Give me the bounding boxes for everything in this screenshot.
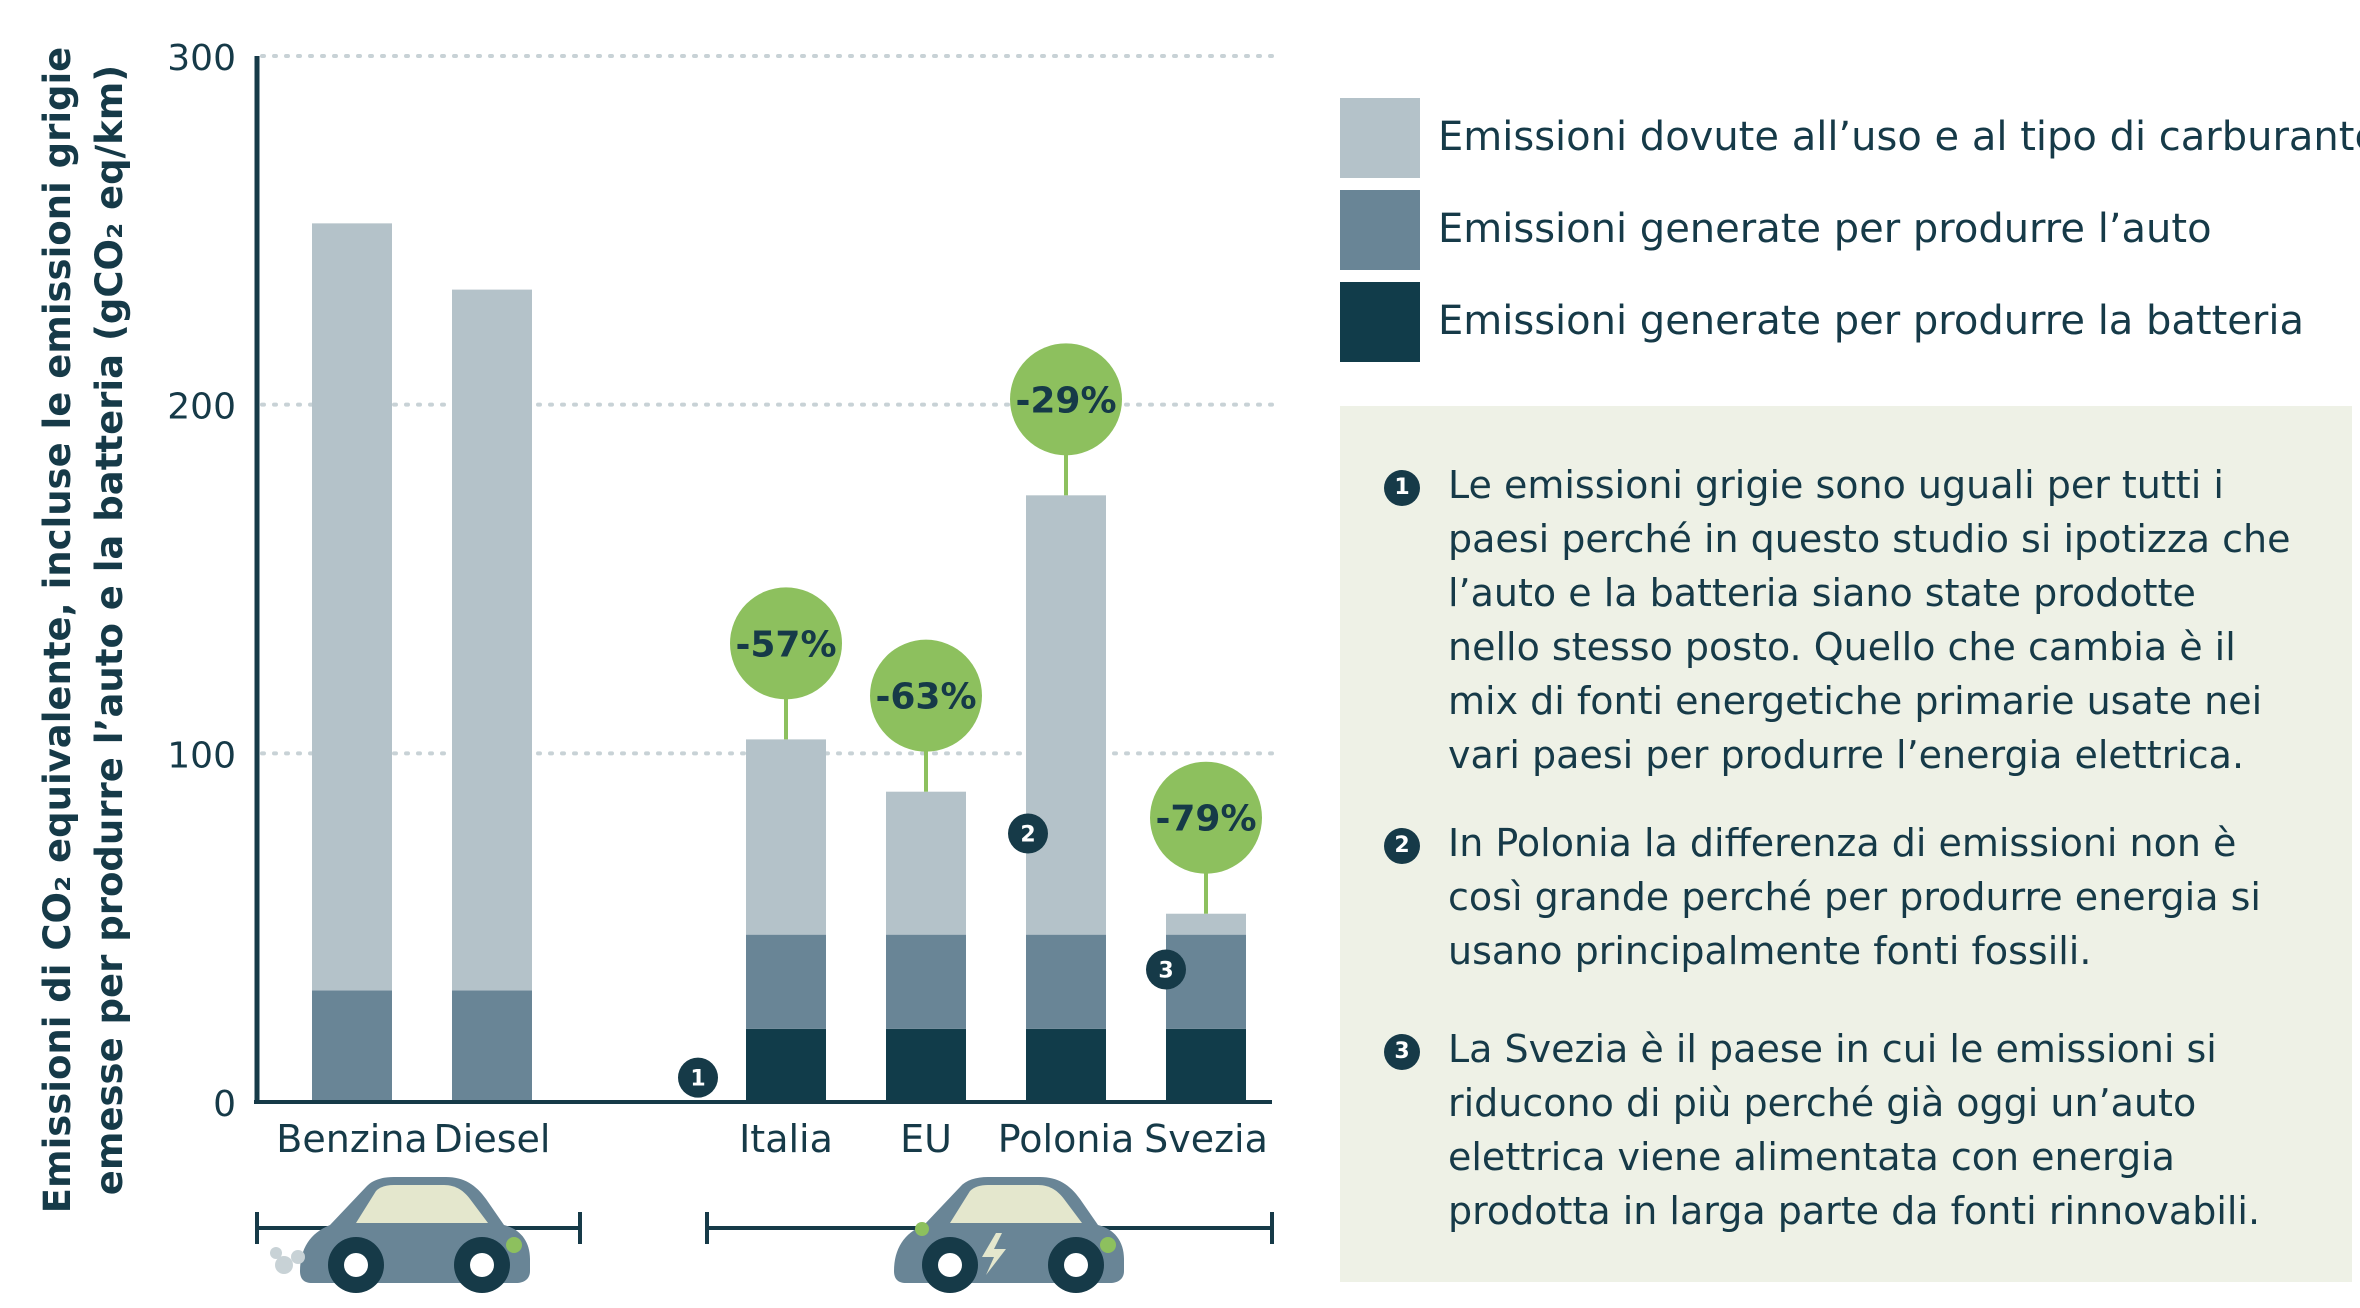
x-tick-labels: Benzina Diesel Italia EU Polonia Svezia bbox=[276, 1117, 1268, 1161]
bar-polonia-segment-0 bbox=[1026, 1028, 1106, 1102]
bar-italia-segment-2 bbox=[746, 739, 826, 935]
bar-diesel-segment-2 bbox=[452, 289, 532, 991]
badge-label: -63% bbox=[875, 677, 976, 718]
badge-label: -57% bbox=[735, 624, 836, 665]
marker-number: 1 bbox=[690, 1067, 705, 1092]
bar-svezia-segment-0 bbox=[1166, 1028, 1246, 1102]
marker-circle bbox=[1008, 813, 1048, 854]
x-tick-label-benzina: Benzina bbox=[276, 1117, 427, 1161]
y-axis-label: Emissioni di CO₂ equivalente, incluse le… bbox=[36, 47, 131, 1214]
marker-number: 2 bbox=[1020, 823, 1035, 848]
legend-label: Emissioni generate per produrre la batte… bbox=[1438, 298, 2304, 344]
y-tick-labels: 0 100 200 300 bbox=[167, 38, 236, 1125]
note-markers: 1 2 3 bbox=[678, 813, 1186, 1098]
combustion-car-icon bbox=[270, 1177, 530, 1293]
bars bbox=[312, 223, 1246, 1102]
reduction-badge-polonia: -29% bbox=[1010, 343, 1122, 496]
emissions-chart: 0 100 200 300 Benzina Diesel Italia EU Polonia S… bbox=[36, 38, 1274, 1293]
bar-svezia-segment-2 bbox=[1166, 913, 1246, 935]
x-tick-label-svezia: Svezia bbox=[1144, 1117, 1268, 1161]
legend-swatch bbox=[1340, 190, 1420, 270]
bar-benzina-segment-2 bbox=[312, 223, 392, 991]
badge-label: -79% bbox=[1155, 799, 1256, 840]
bar-eu-segment-1 bbox=[886, 934, 966, 1029]
badge-circle bbox=[730, 587, 842, 700]
reduction-badge-svezia: -79% bbox=[1150, 761, 1262, 914]
y-tick-label-300: 300 bbox=[167, 38, 236, 79]
y-axis-label-line-2: emesse per produrre l’auto e la batteria… bbox=[88, 65, 131, 1195]
reduction-badge-eu: -63% bbox=[870, 639, 982, 792]
x-tick-label-diesel: Diesel bbox=[434, 1117, 551, 1161]
note-marker-3: 3 bbox=[1146, 949, 1186, 990]
y-tick-label-0: 0 bbox=[213, 1084, 236, 1125]
notes-panel: 1 Le emissioni grigie sono uguali per tu… bbox=[1340, 406, 2352, 1282]
bar-italia-segment-0 bbox=[746, 1028, 826, 1102]
bar-benzina-segment-1 bbox=[312, 990, 392, 1102]
electric-car-icon bbox=[894, 1177, 1124, 1293]
y-tick-label-100: 100 bbox=[167, 735, 236, 776]
x-tick-label-polonia: Polonia bbox=[998, 1117, 1135, 1161]
note-text: Le emissioni grigie sono uguali per tutt… bbox=[1448, 463, 2291, 777]
reduction-badges: -57% -63% -29% -79% bbox=[730, 343, 1262, 914]
bar-polonia-segment-2 bbox=[1026, 495, 1106, 935]
badge-label: -29% bbox=[1015, 380, 1116, 421]
note-number-badge: 1 bbox=[1384, 470, 1420, 506]
legend-label: Emissioni dovute all’uso e al tipo di ca… bbox=[1438, 114, 2360, 160]
legend-label: Emissioni generate per produrre l’auto bbox=[1438, 206, 2212, 252]
marker-circle bbox=[678, 1057, 718, 1098]
x-tick-label-italia: Italia bbox=[739, 1117, 833, 1161]
marker-number: 3 bbox=[1158, 959, 1173, 984]
x-tick-label-eu: EU bbox=[900, 1117, 952, 1161]
note-marker-2: 2 bbox=[1008, 813, 1048, 854]
note-text: La Svezia è il paese in cui le emissioni… bbox=[1448, 1027, 2261, 1233]
note-marker-1: 1 bbox=[678, 1057, 718, 1098]
legend-swatch bbox=[1340, 98, 1420, 178]
marker-circle bbox=[1146, 949, 1186, 990]
badge-circle bbox=[1150, 761, 1262, 874]
y-tick-label-200: 200 bbox=[167, 387, 236, 428]
bar-italia-segment-1 bbox=[746, 934, 826, 1029]
reduction-badge-italia: -57% bbox=[730, 587, 842, 740]
badge-circle bbox=[1010, 343, 1122, 456]
note-number-badge: 2 bbox=[1384, 828, 1420, 864]
badge-circle bbox=[870, 639, 982, 752]
bar-polonia-segment-1 bbox=[1026, 934, 1106, 1029]
axes bbox=[254, 56, 1272, 1104]
y-axis-label-line-1: Emissioni di CO₂ equivalente, incluse le… bbox=[36, 47, 79, 1214]
bar-diesel-segment-1 bbox=[452, 990, 532, 1102]
bar-eu-segment-0 bbox=[886, 1028, 966, 1102]
bar-eu-segment-2 bbox=[886, 791, 966, 935]
legend-swatch bbox=[1340, 282, 1420, 362]
note-number-badge: 3 bbox=[1384, 1034, 1420, 1070]
note-text: In Polonia la differenza di emissioni no… bbox=[1448, 821, 2261, 973]
